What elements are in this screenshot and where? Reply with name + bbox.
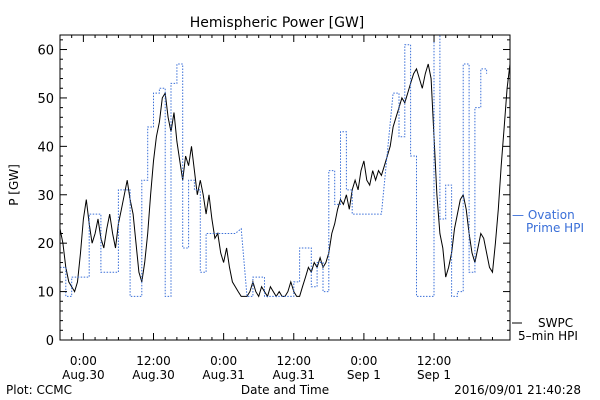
plot-credit: Plot: CCMC — [6, 383, 72, 397]
plot-frame — [59, 34, 511, 341]
x-tick-label-date: Sep 1 — [347, 368, 381, 382]
y-axis-label: P [GW] — [7, 164, 21, 206]
y-tick-label: 20 — [37, 237, 54, 252]
chart-title: Hemispheric Power [GW] — [190, 15, 365, 31]
series-layer — [59, 34, 511, 298]
legend-ovation-line2: Prime HPI — [526, 221, 584, 235]
x-tick-label-date: Aug.31 — [273, 368, 316, 382]
x-axis-label: Date and Time — [241, 383, 329, 397]
y-tick-label: 40 — [37, 140, 54, 155]
y-tick-label: 50 — [37, 92, 54, 107]
series-line-swpc — [59, 63, 511, 298]
x-tick-label-date: Aug.30 — [62, 368, 105, 382]
x-tick-label-time: 0:00 — [350, 354, 377, 368]
legend-swpc-line2: 5–min HPI — [518, 329, 578, 343]
x-tick-label-time: 12:00 — [136, 354, 171, 368]
x-tick-label-date: Aug.31 — [202, 368, 245, 382]
y-tick-label: 0 — [46, 334, 54, 349]
legend-ovation-line1: — Ovation — [512, 208, 575, 222]
x-tick-label-time: 0:00 — [70, 354, 97, 368]
axes-layer: 01020304050600:00Aug.3012:00Aug.300:00Au… — [37, 34, 511, 382]
y-tick-label: 10 — [37, 286, 54, 301]
x-tick-label-time: 12:00 — [276, 354, 311, 368]
legend-swpc-line1: SWPC — [538, 316, 573, 330]
x-tick-label-time: 0:00 — [210, 354, 237, 368]
x-tick-label-time: 12:00 — [417, 354, 452, 368]
plot-timestamp: 2016/09/01 21:40:28 — [454, 383, 581, 397]
x-tick-label-date: Aug.30 — [132, 368, 175, 382]
y-tick-label: 30 — [37, 189, 54, 204]
y-tick-label: 60 — [37, 44, 54, 59]
x-tick-label-date: Sep 1 — [417, 368, 451, 382]
series-line-ovation — [60, 34, 488, 297]
